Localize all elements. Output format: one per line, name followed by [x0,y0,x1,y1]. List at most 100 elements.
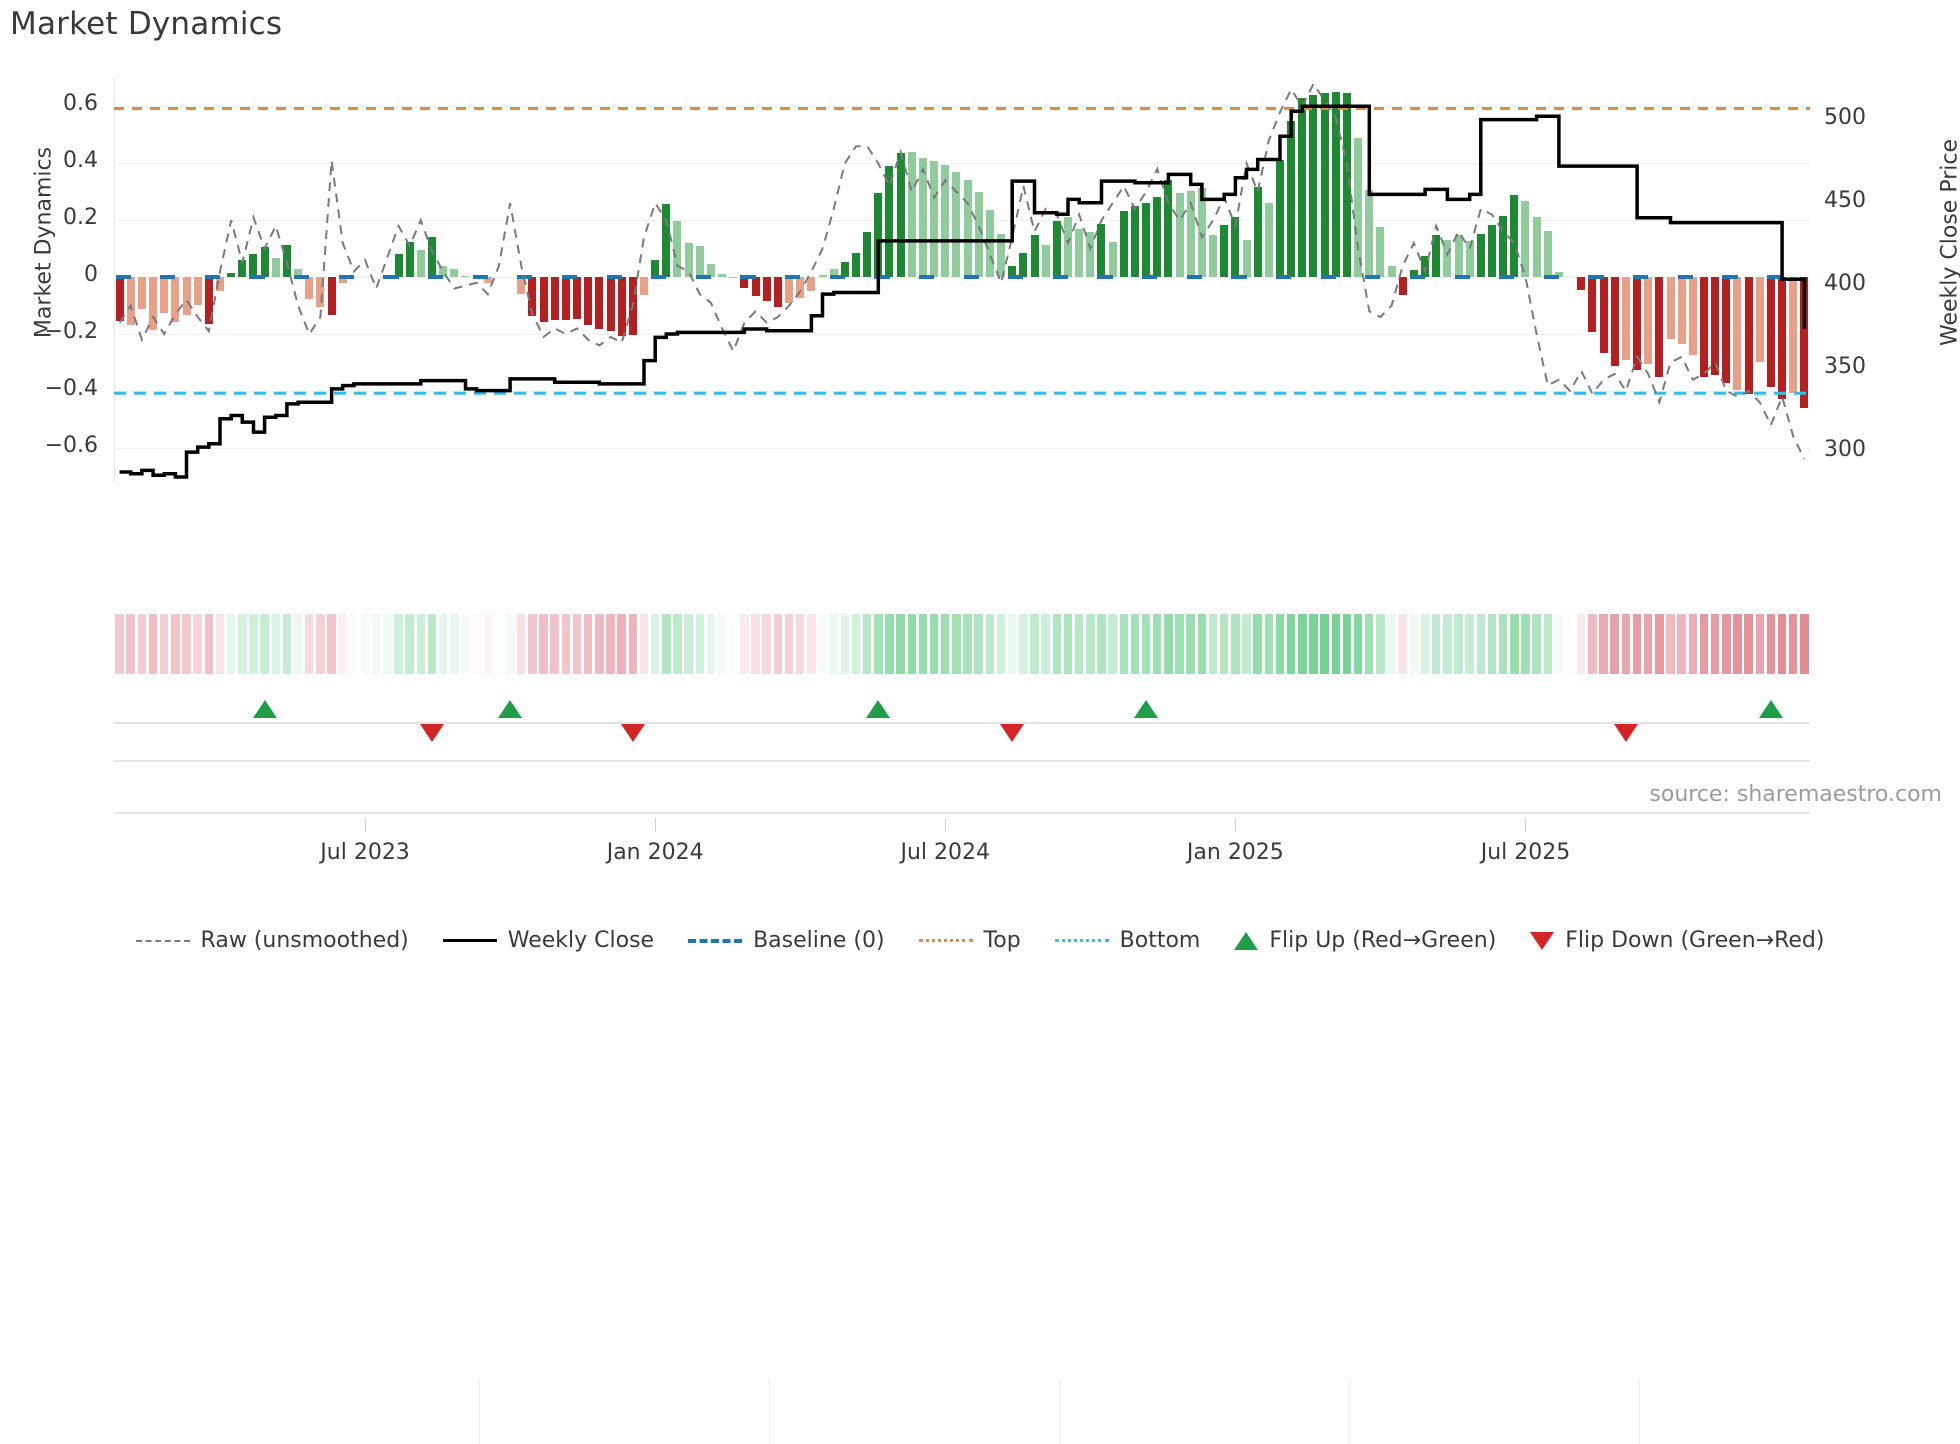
heatmap-cell [506,614,514,674]
dashed-grey-icon [136,940,190,942]
heatmap-cell [1744,614,1752,674]
heatmap-cell [852,614,860,674]
heatmap-cell [1722,614,1730,674]
x-tick: Jan 2024 [607,840,704,865]
heatmap-cell [1265,614,1273,674]
heatmap-cell [461,614,469,674]
dashed-blue-icon [688,939,742,943]
heatmap-cell [1577,614,1585,674]
heatmap-cell [138,614,146,674]
heatmap-cell [584,614,592,674]
heatmap-cell [1655,614,1663,674]
heatmap-cell [1477,614,1485,674]
heatmap-cell [1789,614,1797,674]
heatmap-cell [1465,614,1473,674]
heatmap-cell [1711,614,1719,674]
heatmap-cell [729,614,737,674]
heatmap-cell [1008,614,1016,674]
y-tick-right: 300 [1824,437,1914,462]
heatmap-cell [417,614,425,674]
heatmap-cell [1677,614,1685,674]
heatmap-cell [550,614,558,674]
legend-item[interactable]: Weekly Close [443,928,654,953]
heatmap-cell [1376,614,1384,674]
heatmap-cell [1086,614,1094,674]
flip-up-marker [1759,700,1783,718]
y-tick-right: 500 [1824,105,1914,130]
heatmap-cell [1610,614,1618,674]
heatmap-cell [1778,614,1786,674]
heatmap-cell [1220,614,1228,674]
legend-item[interactable]: Flip Up (Red→Green) [1234,928,1496,953]
x-tick-mark [1235,818,1236,832]
heatmap-cell [640,614,648,674]
heatmap-cell [1454,614,1462,674]
heatmap-cell [1488,614,1496,674]
heatmap-cell [1030,614,1038,674]
source-credit: source: sharemaestro.com [1649,782,1942,807]
heatmap-cell [1053,614,1061,674]
heatmap-cell [1644,614,1652,674]
heatmap-cell [941,614,949,674]
heatmap-cell [762,614,770,674]
heatmap-cell [863,614,871,674]
heatmap-cell [272,614,280,674]
heatmap-cell [383,614,391,674]
heatmap-cell [629,614,637,674]
flip-row-gridline [1639,1380,1640,1444]
solid-black-icon [443,939,497,942]
heatmap-cell [774,614,782,674]
heatmap-cell [1499,614,1507,674]
legend-label: Flip Down (Green→Red) [1565,928,1824,953]
y-tick-left: 0 [0,262,98,287]
dotted-orange-icon [919,939,973,942]
heatmap-cell [1733,614,1741,674]
heatmap-cell [450,614,458,674]
heatmap-cell [260,614,268,674]
heatmap-cell [673,614,681,674]
heatmap-cell [1231,614,1239,674]
flip-row-gridline [1349,1380,1350,1444]
chart-legend: Raw (unsmoothed) Weekly Close Baseline (0)… [0,928,1960,953]
heatmap-cell [1521,614,1529,674]
heatmap-cell [528,614,536,674]
heatmap-cell [963,614,971,674]
heatmap-cell [606,614,614,674]
source-divider-bottom [114,812,1810,814]
legend-item[interactable]: Baseline (0) [688,928,884,953]
heatmap-cell [1432,614,1440,674]
heatmap-cell [1175,614,1183,674]
heatmap-cell [1242,614,1250,674]
heatmap-cell [1097,614,1105,674]
heatmap-cell [405,614,413,674]
heatmap-cell [573,614,581,674]
y-tick-right: 400 [1824,271,1914,296]
heatmap-cell [662,614,670,674]
legend-item[interactable]: Raw (unsmoothed) [136,928,409,953]
x-tick: Jan 2025 [1187,840,1284,865]
heatmap-cell [1019,614,1027,674]
heatmap-cell [472,614,480,674]
x-tick-mark [655,818,656,832]
heatmap-cell [1443,614,1451,674]
legend-item[interactable]: Top [919,928,1021,953]
y-tick-left: −0.6 [0,433,98,458]
legend-item[interactable]: Flip Down (Green→Red) [1530,928,1824,953]
legend-item[interactable]: Bottom [1055,928,1201,953]
heatmap-cell [1666,614,1674,674]
heatmap-cell [562,614,570,674]
x-tick: Jul 2025 [1481,840,1571,865]
heatmap-cell [327,614,335,674]
flip-row-gridline [769,1380,770,1444]
heatmap-cell [1131,614,1139,674]
heatmap-cell [1108,614,1116,674]
heatmap-cell [361,614,369,674]
chart-root: Market Dynamics Market Dynamics Weekly C… [0,0,1960,1102]
heatmap-cell [1410,614,1418,674]
dotted-cyan-icon [1055,939,1109,942]
heatmap-cell [1767,614,1775,674]
heatmap-cell [160,614,168,674]
heatmap-cell [1566,614,1574,674]
y-tick-right: 350 [1824,354,1914,379]
heatmap-cell [707,614,715,674]
